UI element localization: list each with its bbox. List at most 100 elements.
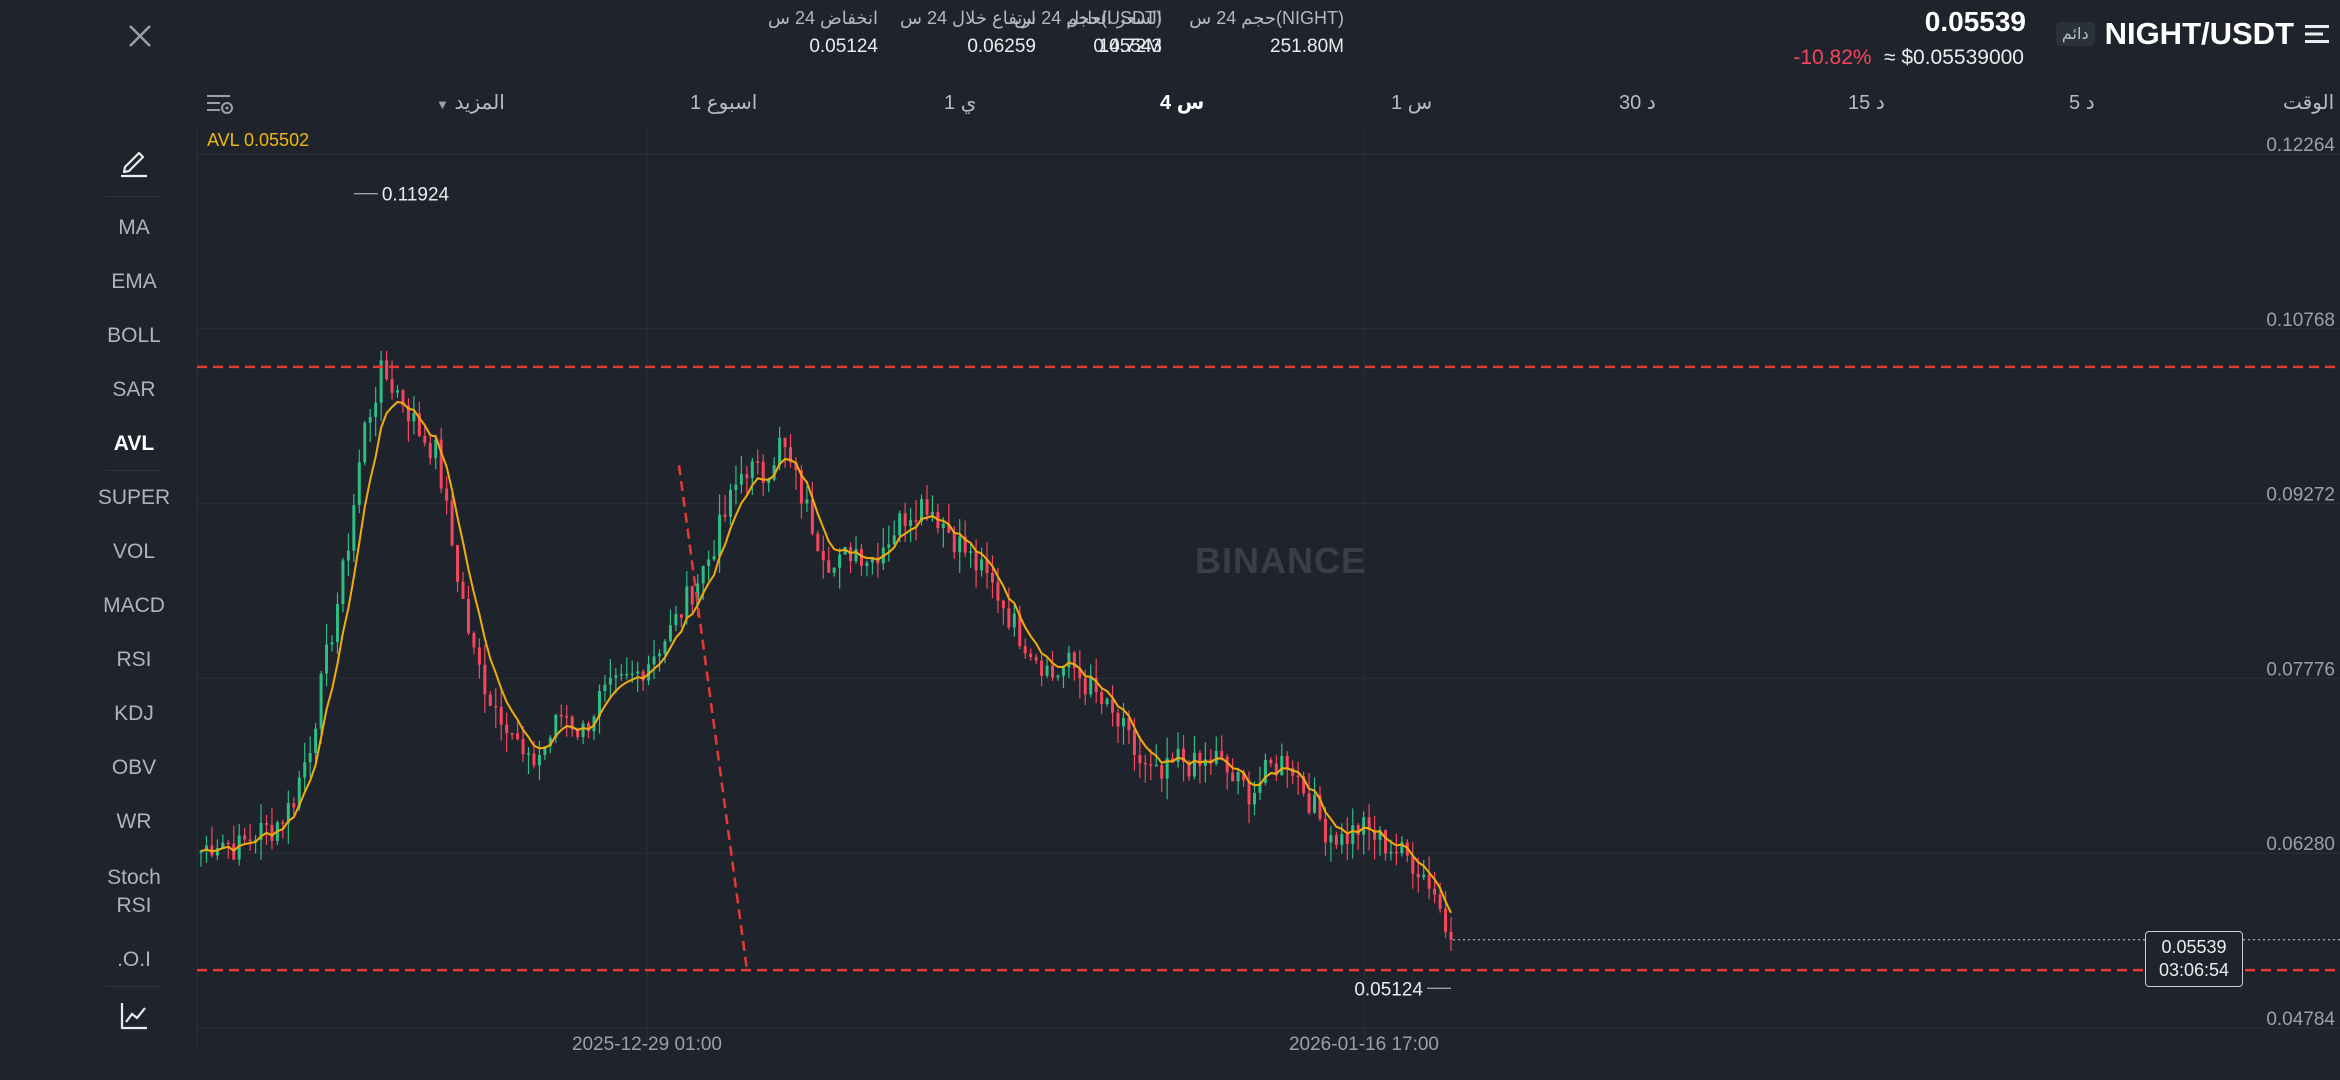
candle-body <box>1083 678 1087 695</box>
stat-label: حجم 24 س(NIGHT) <box>1189 8 1344 28</box>
stat-fair-price: السعر العادل 0.05543 <box>1066 8 1162 58</box>
menu-icon[interactable] <box>2304 22 2330 46</box>
candle-body <box>1280 755 1284 776</box>
candle-body <box>374 402 378 417</box>
candle-body <box>838 554 842 568</box>
indicator-sar[interactable]: SAR <box>112 378 156 401</box>
candle-body <box>434 439 438 459</box>
indicator-rsi[interactable]: RSI <box>116 648 152 671</box>
tab-1h[interactable]: 1 س <box>1391 92 1433 114</box>
close-button[interactable] <box>118 14 162 58</box>
chart-settings-button[interactable] <box>206 92 236 121</box>
tab-5m[interactable]: 5 د <box>2069 92 2095 114</box>
candle-body <box>477 647 481 665</box>
candle-body <box>898 513 902 536</box>
candle-body <box>805 499 809 504</box>
indicator-stoch-rsi[interactable]: Stoch RSI <box>107 866 161 917</box>
candle-body <box>1100 692 1104 705</box>
current-price-tag: 0.05539 03:06:54 <box>2145 931 2243 987</box>
candle-body <box>1138 754 1142 764</box>
indicator-oi[interactable]: .O.I <box>117 948 151 971</box>
candle-body <box>821 551 825 561</box>
candle-body <box>756 461 760 463</box>
stat-value: 0.05124 <box>809 36 878 57</box>
stat-volume-night: حجم 24 س(NIGHT) 251.80M <box>1184 8 1344 58</box>
draw-tool-button[interactable] <box>118 146 150 183</box>
candle-countdown: 03:06:54 <box>2158 960 2230 980</box>
candle-body <box>1121 717 1125 727</box>
indicator-super[interactable]: SUPER <box>97 486 171 509</box>
candle-body <box>581 723 585 738</box>
candle-layer <box>199 350 1453 952</box>
candle-body <box>466 598 470 634</box>
indicator-avl[interactable]: AVL <box>113 432 155 455</box>
indicator-boll[interactable]: BOLL <box>107 324 161 347</box>
indicator-vol[interactable]: VOL <box>112 540 156 563</box>
candle-body <box>1285 755 1289 768</box>
candle-body <box>1400 842 1404 854</box>
tab-1w[interactable]: 1 اسبوع <box>690 92 758 114</box>
candle-body <box>980 559 984 571</box>
annotation-layer: 0.11924 0.05124 <box>197 185 2340 1000</box>
candle-body <box>385 360 389 380</box>
chart-canvas[interactable]: BINANCE 0.11924 0.05124 0.12264 0.10768 0.0… <box>195 128 2340 1055</box>
tab-4h[interactable]: 4 س <box>1160 92 1205 114</box>
candle-body <box>1334 835 1338 845</box>
candle-body <box>499 706 503 725</box>
candle-body <box>1258 782 1262 793</box>
candle-body <box>548 737 552 747</box>
candle-body <box>1225 756 1229 773</box>
price-axis-label: 0.06280 <box>2266 834 2335 855</box>
candle-body <box>1171 758 1175 762</box>
pencil-icon <box>121 151 147 178</box>
candle-body <box>1094 677 1098 693</box>
indicator-kdj[interactable]: KDJ <box>114 702 154 725</box>
candle-body <box>1203 759 1207 766</box>
candle-body <box>1269 759 1273 764</box>
candle-body <box>619 673 623 676</box>
tab-time[interactable]: الوقت <box>2283 92 2335 114</box>
last-price: 0.05539 <box>1924 6 2026 37</box>
price-chart[interactable]: BINANCE 0.11924 0.05124 0.12264 0.10768 0.0… <box>195 128 2340 1055</box>
candle-body <box>1367 817 1371 831</box>
candle-body <box>789 447 793 463</box>
more-timeframes-button[interactable]: ▼ المزيد <box>436 90 505 115</box>
candle-body <box>783 437 787 448</box>
candle-body <box>603 684 607 692</box>
candle-body <box>614 675 618 678</box>
candle-body <box>554 714 558 738</box>
candle-body <box>1001 600 1005 609</box>
candle-body <box>1051 665 1055 678</box>
candle-body <box>1231 772 1235 782</box>
axis-layer: 0.12264 0.10768 0.09272 0.07776 0.06280 0.047… <box>572 135 2335 1055</box>
candle-body <box>608 677 612 685</box>
candle-body <box>652 656 656 665</box>
avl-line-overlay <box>200 401 1452 914</box>
indicator-sidebar: MA EMA BOLL SAR AVL SUPER VOL MACD RSI K… <box>88 130 180 1050</box>
tab-1d[interactable]: 1 ي <box>944 92 977 114</box>
candle-body <box>325 644 329 674</box>
low-marker-label: 0.05124 <box>1354 979 1423 1000</box>
indicator-ma[interactable]: MA <box>118 216 150 239</box>
indicator-ema[interactable]: EMA <box>111 270 157 293</box>
change-percent: -10.82% <box>1793 46 1872 69</box>
avl-line <box>200 400 1452 914</box>
candle-body <box>663 641 667 654</box>
candle-body <box>281 822 285 824</box>
pair-selector[interactable]: دائم NIGHT/USDT <box>2055 16 2330 52</box>
indicator-obv[interactable]: OBV <box>111 756 157 779</box>
candle-body <box>1023 646 1027 654</box>
tab-30m[interactable]: 30 د <box>1619 92 1656 114</box>
dropdown-caret-icon: ▼ <box>436 97 449 112</box>
candle-body <box>778 437 782 466</box>
chart-type-button[interactable] <box>118 1000 150 1037</box>
candle-body <box>1329 835 1333 843</box>
candle-body <box>734 484 738 491</box>
sidebar-divider <box>106 470 162 471</box>
indicator-wr[interactable]: WR <box>116 810 152 833</box>
candle-body <box>1132 730 1136 755</box>
indicator-macd[interactable]: MACD <box>103 594 165 617</box>
tab-15m[interactable]: 15 د <box>1848 92 1885 114</box>
candle-body <box>1045 665 1049 676</box>
candle-body <box>1165 758 1169 779</box>
